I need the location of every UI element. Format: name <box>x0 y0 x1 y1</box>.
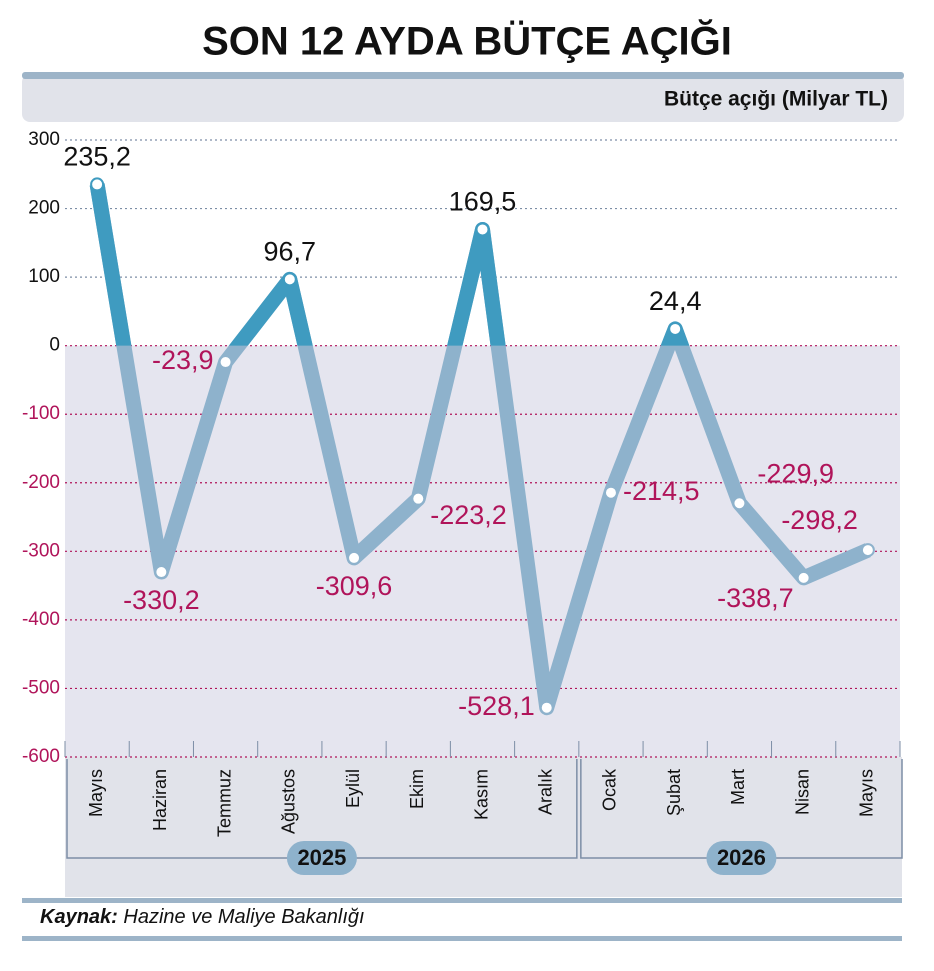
group-pill <box>706 841 777 875</box>
marker <box>475 222 490 237</box>
x-tick-label: Mayıs <box>86 769 106 817</box>
marker <box>411 491 426 506</box>
marker <box>282 272 297 287</box>
y-tick-label: -600 <box>22 746 60 767</box>
y-tick-label: -300 <box>22 540 60 561</box>
x-tick-label: Aralık <box>535 768 555 815</box>
marker <box>347 550 362 565</box>
marker <box>603 485 618 500</box>
marker <box>668 321 683 336</box>
value-label: -298,2 <box>781 505 858 535</box>
x-tick-label: Eylül <box>343 769 363 808</box>
header-rule <box>22 72 904 79</box>
x-tick-label: Kasım <box>471 769 491 820</box>
value-label: -309,6 <box>316 571 393 601</box>
footer-rule <box>22 936 902 941</box>
x-tick-label: Ekim <box>407 769 427 809</box>
value-label: -214,5 <box>623 476 700 506</box>
marker <box>796 570 811 585</box>
chart-title: SON 12 AYDA BÜTÇE AÇIĞI <box>202 18 732 64</box>
y-tick-label: -200 <box>22 472 60 493</box>
marker <box>90 177 105 192</box>
value-label: -330,2 <box>123 585 200 615</box>
value-label: -223,2 <box>430 500 507 530</box>
y-tick-label: -500 <box>22 677 60 698</box>
x-tick-label: Mayıs <box>857 769 877 817</box>
source-text: Hazine ve Maliye Bakanlığı <box>123 906 364 928</box>
x-tick-label: Temmuz <box>214 769 234 837</box>
value-label: 24,4 <box>649 286 702 316</box>
y-tick-label: -400 <box>22 609 60 630</box>
marker <box>539 700 554 715</box>
value-label: -23,9 <box>152 345 214 375</box>
x-tick-label: Mart <box>728 769 748 805</box>
value-label: 235,2 <box>63 142 131 172</box>
group-pill <box>286 841 357 875</box>
value-label: 169,5 <box>449 187 517 217</box>
y-tick-label: -100 <box>22 403 60 424</box>
y-tick-label: 300 <box>28 129 60 150</box>
y-tick-label: 0 <box>49 335 60 356</box>
value-label: -528,1 <box>458 691 535 721</box>
group-label: 2025 <box>297 845 346 870</box>
value-label: 96,7 <box>264 236 317 266</box>
source: Kaynak: Hazine ve Maliye Bakanlığı <box>40 906 365 928</box>
value-label: -338,7 <box>717 583 794 613</box>
source-label: Kaynak: <box>40 906 118 928</box>
x-tick-label: Ağustos <box>279 769 299 834</box>
y-tick-label: 200 <box>28 198 60 219</box>
x-tick-label: Şubat <box>664 769 684 816</box>
value-label: -229,9 <box>757 458 834 488</box>
y-tick-label: 100 <box>28 266 60 287</box>
footer-rule <box>22 898 902 903</box>
marker <box>218 355 233 370</box>
x-tick-label: Haziran <box>150 769 170 831</box>
header-band <box>22 74 904 122</box>
marker <box>860 543 875 558</box>
marker <box>154 565 169 580</box>
group-label: 2026 <box>717 845 766 870</box>
y-axis-label: Bütçe açığı (Milyar TL) <box>664 88 888 111</box>
marker <box>732 496 747 511</box>
x-tick-label: Ocak <box>600 768 620 811</box>
plot: 300 200 100 0 -100 -200 -300 -400 -500 -600 Mayıs H… <box>22 129 903 897</box>
x-tick-label: Nisan <box>792 769 812 815</box>
